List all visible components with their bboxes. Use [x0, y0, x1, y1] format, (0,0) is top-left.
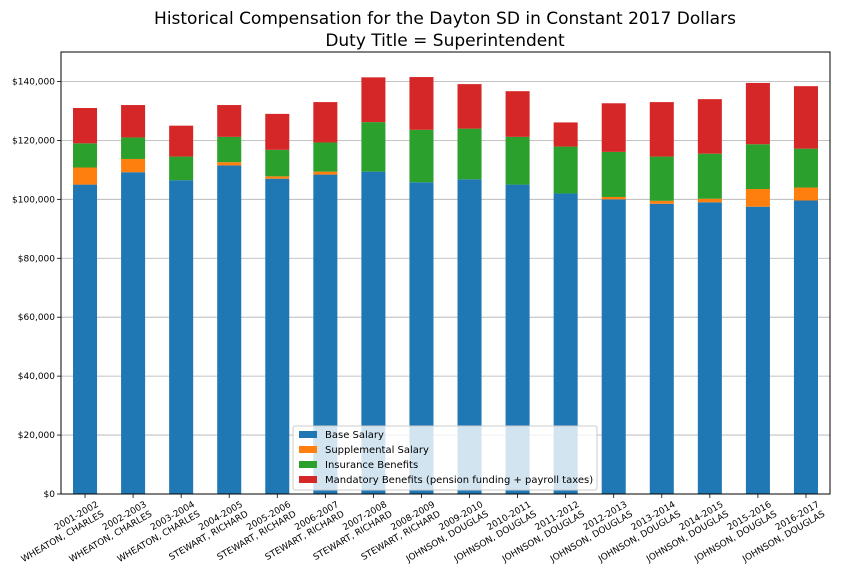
bar-supplemental-3 [217, 162, 242, 166]
bar-base-11 [601, 199, 626, 495]
y-tick-label: $140,000 [12, 77, 55, 87]
legend-label: Supplemental Salary [325, 445, 429, 456]
bar-mandatory-5 [313, 102, 338, 143]
bar-base-4 [265, 178, 290, 494]
y-tick-label: $0 [44, 490, 56, 500]
bar-supplemental-13 [697, 198, 722, 203]
bar-mandatory-2 [169, 125, 194, 157]
bar-insurance-5 [313, 142, 338, 172]
bar-insurance-4 [265, 149, 290, 177]
bar-supplemental-5 [313, 171, 338, 175]
chart-subtitle: Duty Title = Superintendent [325, 31, 565, 51]
bar-insurance-3 [217, 136, 242, 163]
bar-base-15 [793, 200, 818, 494]
y-tick-label: $100,000 [12, 195, 55, 205]
bar-insurance-14 [745, 144, 770, 190]
bar-insurance-7 [409, 129, 434, 183]
legend-box [292, 425, 598, 491]
y-tick-label: $60,000 [18, 313, 55, 323]
legend-swatch [299, 461, 317, 468]
bar-supplemental-1 [121, 158, 146, 173]
bar-supplemental-11 [601, 196, 626, 200]
bar-insurance-11 [601, 151, 626, 197]
bar-mandatory-3 [217, 105, 242, 137]
bar-insurance-8 [457, 128, 482, 180]
y-tick-label: $20,000 [18, 431, 55, 441]
bar-mandatory-8 [457, 84, 482, 129]
bar-insurance-6 [361, 122, 386, 172]
y-tick-label: $120,000 [12, 136, 55, 146]
bar-insurance-13 [697, 153, 722, 199]
plot-frame [60, 51, 831, 495]
legend-swatch [299, 476, 317, 483]
bar-base-0 [73, 184, 98, 494]
bar-mandatory-9 [505, 91, 530, 137]
bar-mandatory-11 [601, 103, 626, 152]
bar-mandatory-10 [553, 122, 578, 147]
bar-mandatory-13 [697, 99, 722, 154]
bar-supplemental-14 [745, 189, 770, 207]
bar-base-12 [649, 203, 674, 494]
bar-mandatory-7 [409, 77, 434, 130]
bar-mandatory-4 [265, 113, 290, 150]
bar-base-3 [217, 165, 242, 495]
bar-supplemental-12 [649, 200, 674, 204]
legend-swatch [299, 431, 317, 438]
legend: Base Salary Supplemental Salary Insurance … [292, 425, 598, 491]
legend-swatch [299, 446, 317, 453]
bar-mandatory-0 [73, 107, 98, 144]
legend-label: Mandatory Benefits (pension funding + pa… [325, 475, 593, 486]
bar-supplemental-4 [265, 176, 290, 179]
chart-title: Historical Compensation for the Dayton S… [154, 9, 736, 29]
bar-base-13 [697, 202, 722, 494]
bar-supplemental-0 [73, 167, 98, 185]
bar-insurance-9 [505, 136, 530, 185]
bar-base-14 [745, 206, 770, 494]
bar-base-2 [169, 180, 194, 494]
bar-mandatory-14 [745, 82, 770, 145]
bar-insurance-1 [121, 137, 146, 159]
bar-insurance-12 [649, 156, 674, 201]
bar-mandatory-15 [793, 86, 818, 149]
bar-mandatory-12 [649, 102, 674, 157]
y-tick-label: $80,000 [18, 254, 55, 264]
bar-insurance-15 [793, 148, 818, 188]
bar-mandatory-6 [361, 77, 386, 123]
bar-insurance-10 [553, 146, 578, 194]
bar-insurance-0 [73, 143, 98, 168]
bar-insurance-2 [169, 156, 194, 181]
y-axis: $0 $20,000 $40,000 $60,000 $80,000 $100,000 $1… [12, 77, 61, 500]
y-tick-label: $40,000 [18, 372, 55, 382]
bar-mandatory-1 [121, 105, 146, 138]
legend-label: Base Salary [325, 430, 384, 441]
bar-base-1 [121, 172, 146, 494]
bar-supplemental-15 [793, 187, 818, 201]
legend-label: Insurance Benefits [325, 460, 418, 471]
